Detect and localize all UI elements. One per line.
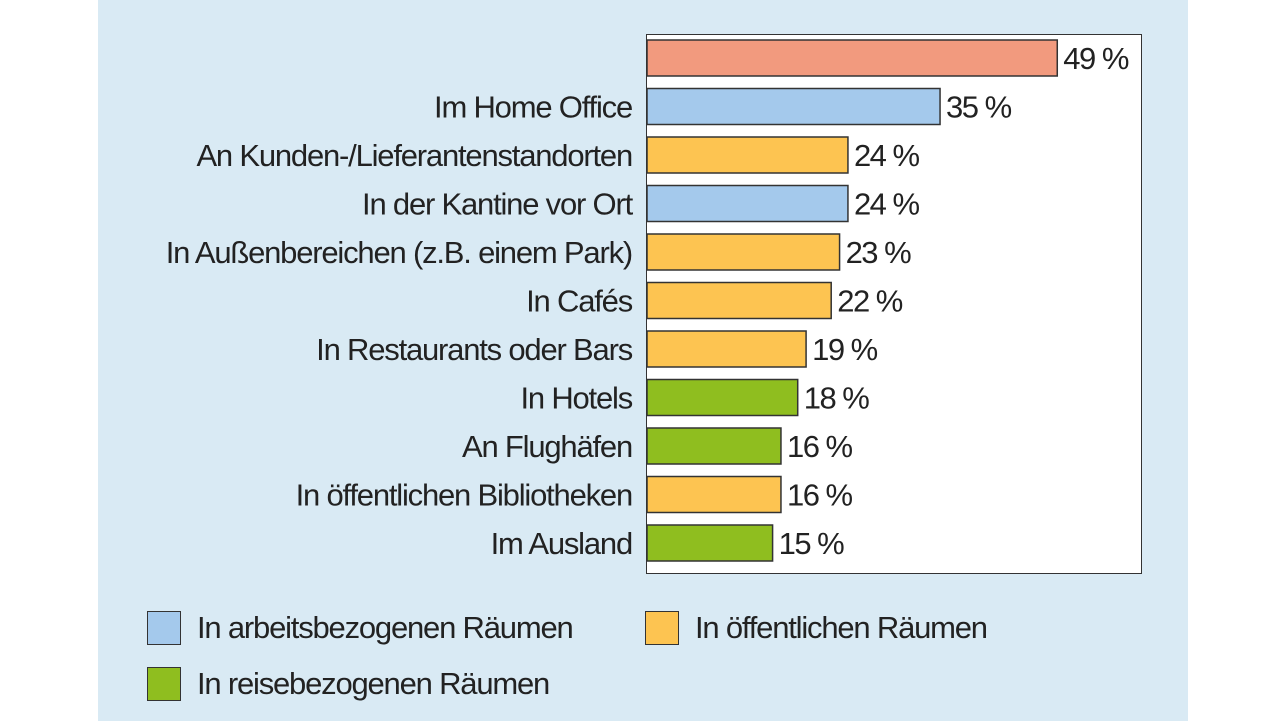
bar-2: [646, 136, 849, 174]
legend-swatch-public: [645, 611, 679, 645]
value-label-3: 24 %: [854, 187, 920, 222]
category-label-4: In Außenbereichen (z.B. einem Park): [166, 235, 632, 270]
category-label-8: An Flughäfen: [462, 429, 632, 464]
legend-swatch-work: [147, 611, 181, 645]
legend-label-public: In öffentlichen Räumen: [695, 610, 988, 645]
category-label-2: An Kunden-/Lieferantenstandorten: [196, 138, 632, 173]
value-label-8: 16 %: [787, 429, 853, 464]
category-label-1: Im Home Office: [434, 90, 632, 125]
category-label-10: Im Ausland: [491, 526, 632, 561]
bar-3: [646, 184, 849, 223]
legend-label-work: In arbeitsbezogenen Räumen: [197, 610, 574, 645]
value-label-0: 49 %: [1063, 41, 1129, 76]
legend-item-public: In öffentlichen Räumen: [645, 610, 988, 646]
value-label-10: 15 %: [779, 526, 845, 561]
value-label-7: 18 %: [804, 381, 870, 416]
bar-0: [646, 39, 1059, 77]
legend-label-travel: In reisebezogenen Räumen: [197, 666, 550, 701]
category-label-5: In Cafés: [526, 284, 633, 319]
bar-1: [646, 87, 941, 126]
category-label-7: In Hotels: [520, 381, 632, 416]
bar-10: [646, 524, 774, 562]
category-label-6: In Restaurants oder Bars: [316, 332, 633, 367]
value-label-1: 35 %: [946, 90, 1012, 125]
value-label-2: 24 %: [854, 138, 920, 173]
value-label-4: 23 %: [846, 235, 912, 270]
bar-6: [646, 330, 807, 368]
bar-7: [646, 378, 799, 417]
value-label-6: 19 %: [812, 332, 878, 367]
category-label-3: In der Kantine vor Ort: [362, 187, 634, 222]
legend-item-work: In arbeitsbezogenen Räumen: [147, 610, 574, 646]
value-label-9: 16 %: [787, 478, 853, 513]
bar-9: [646, 475, 782, 514]
value-label-5: 22 %: [837, 284, 903, 319]
category-label-9: In öffentlichen Bibliotheken: [296, 478, 632, 513]
legend-swatch-travel: [147, 667, 181, 701]
bar-4: [646, 233, 841, 271]
bar-5: [646, 281, 832, 320]
bar-chart: 49 % 35 % Im Home Office 24 % An Kunden-/Lie…: [166, 39, 1130, 562]
legend-item-travel: In reisebezogenen Räumen: [147, 666, 550, 702]
bar-8: [646, 427, 782, 465]
